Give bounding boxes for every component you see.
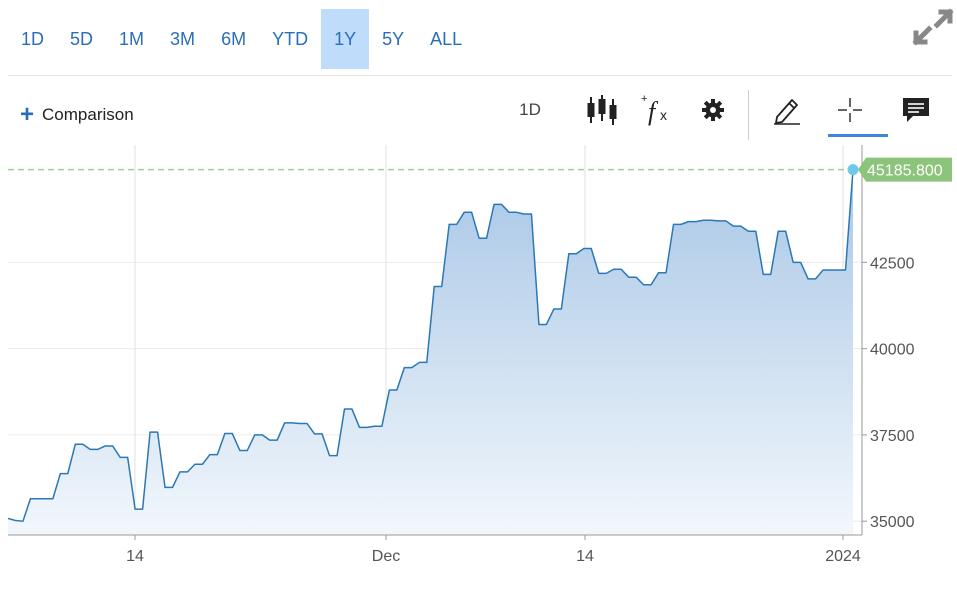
range-button-3m[interactable]: 3M [170, 28, 196, 49]
current-price-marker [847, 164, 859, 176]
range-button-5y[interactable]: 5Y [382, 28, 405, 49]
x-tick-label: 14 [576, 548, 594, 565]
plus-icon: + [20, 101, 35, 128]
range-button-5d[interactable]: 5D [70, 28, 94, 49]
svg-text:f: f [648, 97, 659, 126]
comparison-button[interactable]: + Comparison [20, 103, 134, 127]
toolbar-divider [8, 75, 952, 76]
range-button-all[interactable]: ALL [430, 28, 463, 49]
indicators-button[interactable]: + f x [636, 88, 676, 132]
y-tick-label: 42500 [870, 255, 915, 272]
interval-label: 1D [519, 100, 541, 119]
price-area [8, 169, 853, 535]
x-tick-label: Dec [372, 548, 400, 565]
y-tick-label: 35000 [870, 514, 915, 531]
range-button-ytd[interactable]: YTD [272, 28, 309, 49]
interval-button[interactable]: 1D [510, 88, 550, 132]
drawing-tools-button[interactable] [767, 88, 807, 132]
crosshair-icon [838, 98, 862, 122]
expand-icon [912, 8, 954, 46]
current-price-tag: 45185.800 [858, 157, 952, 182]
chart-type-button[interactable] [582, 88, 622, 132]
comparison-label: Comparison [42, 105, 134, 124]
price-line [7, 169, 854, 522]
crosshair-button[interactable] [828, 88, 872, 132]
crosshair-active-indicator [828, 134, 888, 137]
comment-button[interactable] [896, 88, 936, 132]
pencil-icon [774, 99, 800, 125]
svg-text:x: x [660, 107, 667, 123]
range-selector: 1D 5D 1M 3M 6M YTD 1Y 5Y ALL [8, 8, 475, 70]
current-price-label: 45185.800 [867, 163, 943, 180]
y-tick-label: 40000 [870, 342, 915, 359]
gear-icon [702, 99, 724, 121]
comment-icon [903, 98, 929, 122]
expand-button[interactable] [912, 8, 954, 46]
candlestick-icon [587, 95, 617, 125]
svg-text:+: + [641, 93, 647, 105]
toolbar-separator [748, 90, 749, 140]
x-tick-label: 14 [126, 548, 144, 565]
function-icon: + f x [641, 93, 667, 126]
range-button-1m[interactable]: 1M [119, 28, 145, 49]
settings-button[interactable] [695, 88, 731, 132]
y-tick-label: 37500 [870, 428, 915, 445]
range-button-1y[interactable]: 1Y [321, 9, 370, 69]
range-button-1d[interactable]: 1D [21, 28, 45, 49]
range-button-6m[interactable]: 6M [221, 28, 247, 49]
x-tick-label: 2024 [825, 548, 861, 565]
